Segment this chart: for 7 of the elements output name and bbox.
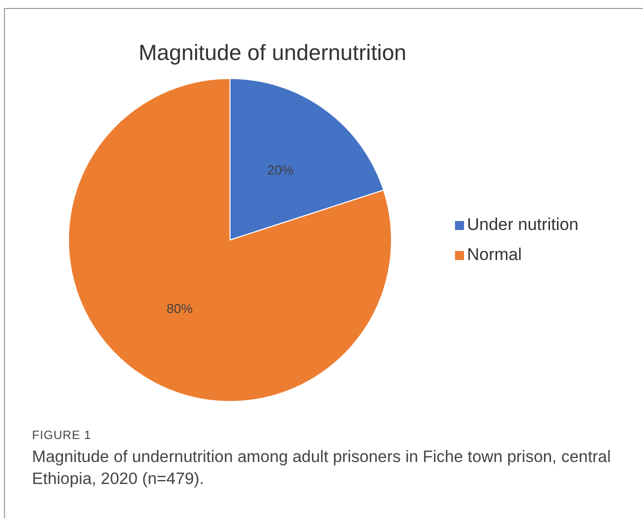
- caption: FIGURE 1: [32, 428, 92, 442]
- text: Magnitude of undernutrition among adult prisoners in Fiche town prison, central Ethiopia, 2020 (n=479).: [32, 447, 612, 490]
- data-label: 20%: [267, 162, 294, 178]
- legend-label: Under nutrition: [467, 215, 579, 235]
- data-label: 80%: [166, 300, 194, 316]
- chart-title: Magnitude of undernutrition: [138, 40, 408, 66]
- legend-label: Normal: [467, 245, 522, 265]
